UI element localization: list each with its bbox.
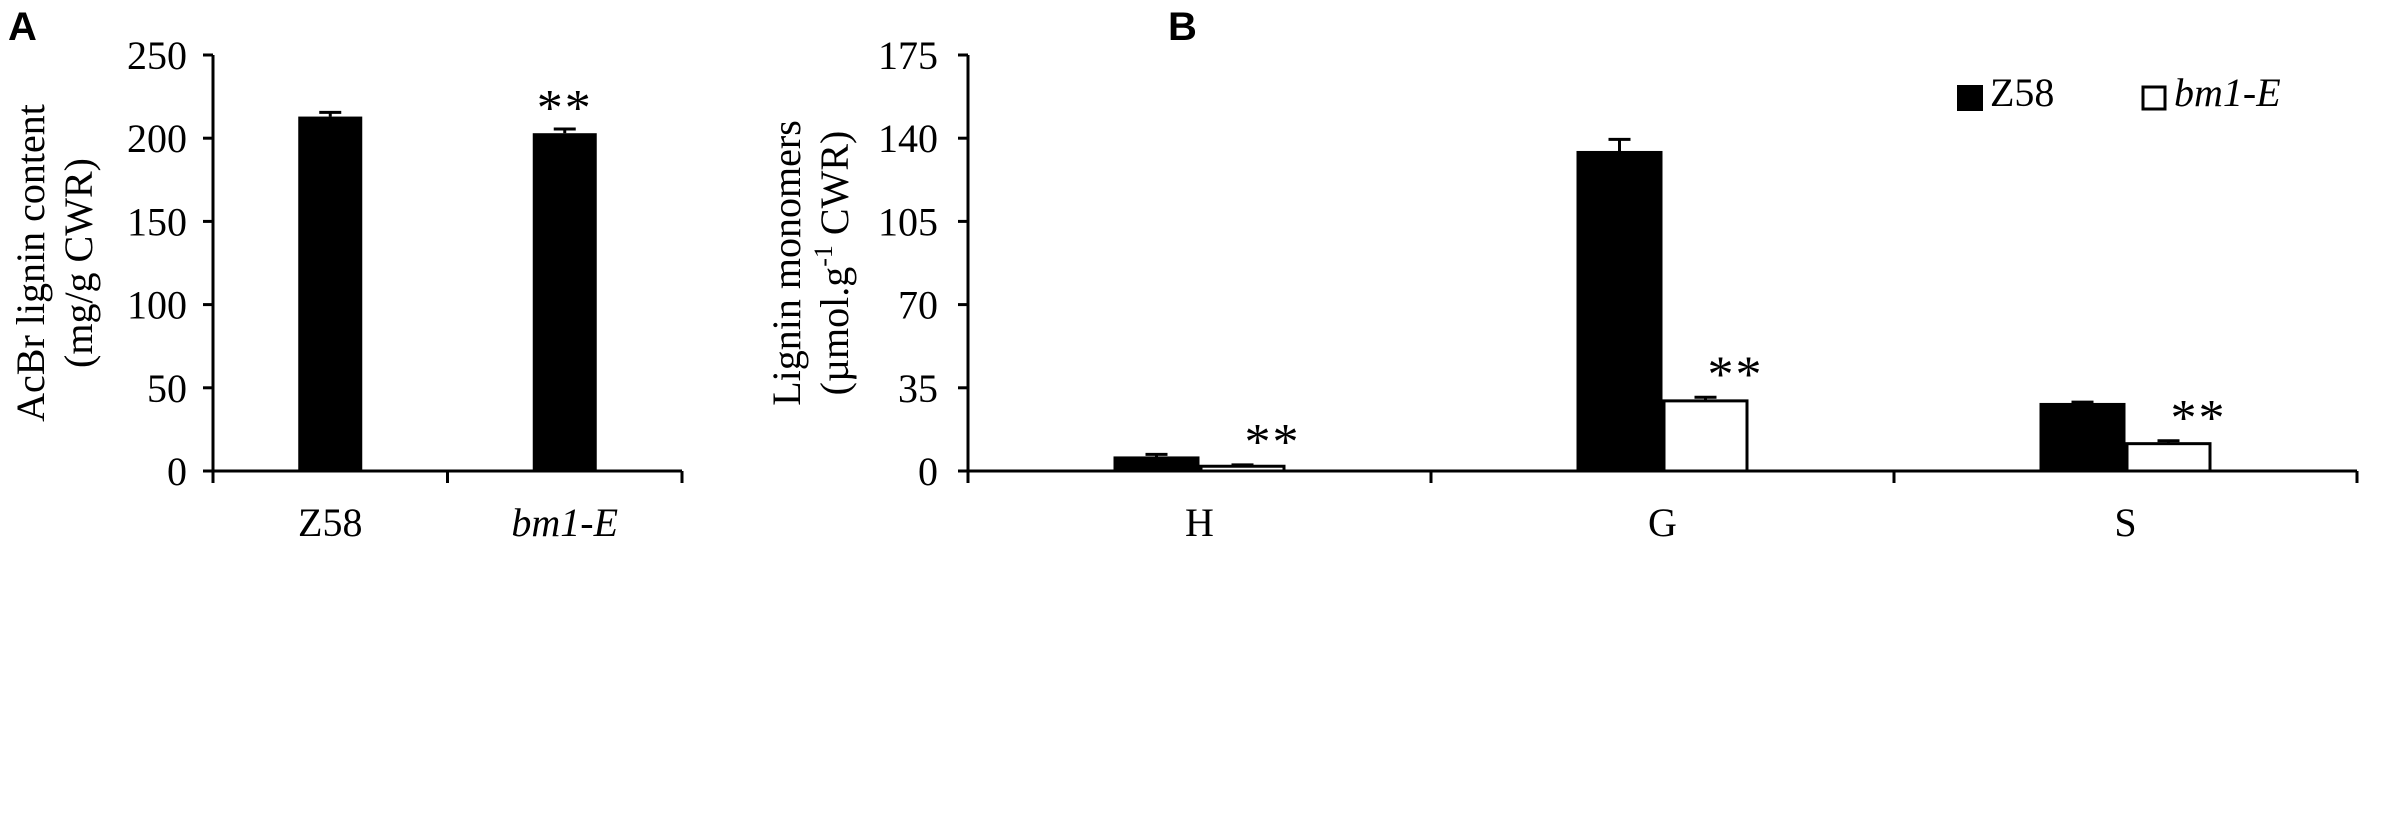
legend-swatch-bm1e (2141, 85, 2167, 111)
panel-b-bar-z58 (1113, 456, 1200, 473)
panel-b-y-tick-label: 70 (898, 283, 938, 328)
panel-b-bar-z58 (2039, 402, 2126, 473)
panel-b-x-tick-label: S (2114, 500, 2136, 545)
panel-b-bars: ** H ** G ** S (1113, 137, 2227, 545)
panel-a-bar (532, 133, 597, 471)
panel-a: A AcBr lignin content (mg/g CWR) 0 50 100 15… (8, 5, 684, 545)
panel-b-y-label-line-1: Lignin monomers (764, 120, 809, 406)
panel-a-x-tick-label: Z58 (298, 500, 362, 545)
panel-a-axes: 0 50 100 150 200 250 (127, 33, 684, 494)
panel-a-label: A (8, 5, 37, 49)
panel-b-y-tick-label: 0 (918, 449, 938, 494)
panel-a-significance-label: ** (537, 80, 593, 137)
panel-b-x-tick-label: G (1648, 500, 1677, 545)
panel-b: B Lignin monomers (µmol.g-1 CWR) 0 35 70 105… (764, 5, 2359, 545)
panel-b-y-label-unit-suffix: CWR) (812, 131, 857, 245)
panel-b-y-label-line-2: (µmol.g-1 CWR) (809, 131, 857, 396)
panel-b-y-tick-label: 35 (898, 366, 938, 411)
panel-b-y-tick-label: 175 (878, 33, 938, 78)
panel-a-y-tick-label: 250 (127, 33, 187, 78)
panel-b-y-tick-label: 140 (878, 116, 938, 161)
panel-b-y-label-unit-superscript: -1 (809, 245, 838, 267)
panel-b-label: B (1168, 5, 1197, 49)
panel-a-y-label-line-2: (mg/g CWR) (56, 158, 101, 368)
panel-b-significance-label: ** (2171, 390, 2227, 447)
panel-a-x-tick-label: bm1-E (511, 500, 618, 545)
panel-b-significance-label: ** (1708, 346, 1764, 403)
panel-b-legend: Z58 bm1-E (1957, 70, 2281, 115)
legend-label-z58: Z58 (1990, 70, 2054, 115)
panel-a-bars: Z58 ** bm1-E (298, 80, 618, 545)
panel-b-y-tick-label: 105 (878, 199, 938, 244)
panel-a-y-tick-label: 200 (127, 116, 187, 161)
panel-b-bar-z58 (1576, 150, 1663, 473)
panel-a-bar (298, 116, 363, 472)
legend-swatch-z58 (1957, 85, 1983, 111)
panel-b-bar-bm1e (2125, 442, 2212, 473)
panel-b-x-tick-label: H (1185, 500, 1214, 545)
panel-a-y-tick-label: 100 (127, 283, 187, 328)
panel-b-y-axis-label: Lignin monomers (µmol.g-1 CWR) (764, 120, 857, 406)
panel-b-significance-label: ** (1245, 414, 1301, 471)
panel-a-y-label-line-1: AcBr lignin content (8, 104, 53, 422)
legend-label-bm1e: bm1-E (2174, 70, 2281, 115)
panel-b-bar-bm1e (1662, 399, 1749, 473)
panel-a-y-axis-label: AcBr lignin content (mg/g CWR) (8, 104, 101, 422)
panel-a-y-tick-label: 0 (167, 449, 187, 494)
panel-b-y-label-unit-prefix: (µmol.g (812, 267, 857, 396)
panel-a-y-tick-label: 150 (127, 199, 187, 244)
panel-a-y-tick-label: 50 (147, 366, 187, 411)
